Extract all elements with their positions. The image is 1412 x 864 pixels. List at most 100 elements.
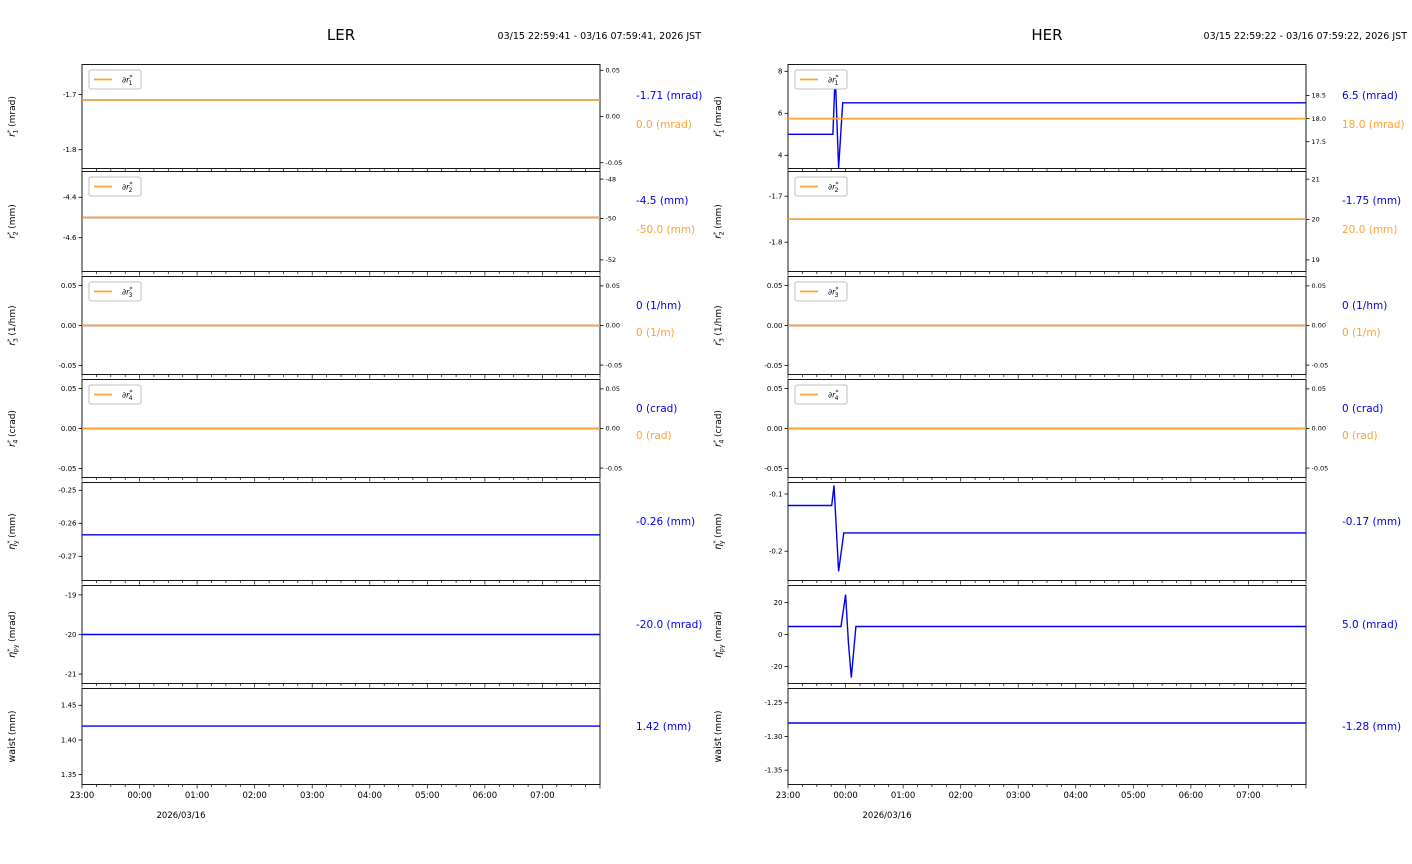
svg-text:-1.7: -1.7 [769, 193, 783, 201]
svg-text:05:00: 05:00 [1121, 791, 1146, 801]
svg-text:0.05: 0.05 [61, 385, 77, 393]
y-axis-label: r*3(1/hm) [712, 305, 726, 345]
plot-area [81, 64, 601, 169]
svg-text:17.5: 17.5 [1312, 138, 1326, 146]
svg-text:-0.05: -0.05 [58, 465, 76, 473]
y-axis-label: waist(mm) [713, 711, 724, 763]
svg-text:∂r*1: ∂r* 1 [122, 74, 133, 87]
legend: ∂r* 4 [794, 384, 848, 405]
svg-text:η*y(mm): η*y(mm) [712, 513, 726, 549]
svg-text:0.05: 0.05 [606, 67, 620, 75]
value-label: -1.75 (mm) [1342, 195, 1402, 208]
y-axis-label: r*2(mm) [6, 204, 20, 239]
legend: ∂r* 3 [88, 281, 142, 302]
value-label: 18.0 (mrad) [1342, 118, 1405, 131]
plot-area [787, 482, 1307, 581]
svg-text:0.00: 0.00 [61, 425, 77, 433]
x-axis-ticks [81, 478, 601, 482]
y-axis-label: η*y(mm) [712, 513, 726, 549]
svg-text:-1.8: -1.8 [769, 239, 783, 247]
svg-text:01:00: 01:00 [185, 791, 210, 801]
svg-text:07:00: 07:00 [530, 791, 555, 801]
svg-text:04:00: 04:00 [1064, 791, 1089, 801]
svg-text:4: 4 [778, 152, 783, 160]
y-axis-label: r*1(mrad) [712, 96, 726, 137]
legend: ∂r* 2 [88, 176, 142, 197]
svg-text:02:00: 02:00 [948, 791, 973, 801]
value-label: -50.0 (mm) [636, 223, 696, 236]
svg-text:r*3(1/hm): r*3(1/hm) [6, 305, 20, 345]
y-axis-label: r*2(mm) [712, 204, 726, 239]
x-axis-ticks [81, 169, 601, 173]
y-axis-ticks-left: -1.7 -1.8 [769, 193, 788, 247]
svg-text:8: 8 [778, 68, 782, 76]
panel-her-7: -1.25 -1.30 -1.35 waist(mm) 23:00 00:00 01:00 0… [713, 688, 1307, 821]
legend: ∂r* 3 [794, 281, 848, 302]
panel-ler-6: -19 -20 -21 η*py(mrad) [6, 585, 601, 688]
svg-text:0.05: 0.05 [61, 282, 77, 290]
svg-text:-0.05: -0.05 [1312, 464, 1329, 472]
y-axis-ticks-left: 20 0 -20 [771, 599, 788, 671]
value-label: 0 (rad) [636, 430, 672, 443]
svg-text:r*1(mrad): r*1(mrad) [712, 96, 726, 137]
y-axis-ticks-left: 1.45 1.40 1.35 [61, 702, 82, 779]
svg-text:18.0: 18.0 [1312, 115, 1326, 123]
y-axis-ticks-left: 0.05 0.00 -0.05 [764, 385, 788, 473]
y-axis-label: η*py(mrad) [712, 611, 726, 658]
svg-text:0.00: 0.00 [606, 113, 620, 121]
y-axis-label: r*4(crad) [712, 410, 726, 447]
legend: ∂r* 1 [794, 69, 848, 90]
y-axis-label: η*py(mrad) [6, 611, 20, 658]
y-axis-ticks-left: -1.25 -1.30 -1.35 [764, 699, 788, 775]
svg-text:∂r*4: ∂r* 4 [828, 389, 839, 402]
panel-her-6: 20 0 -20 η*py(mrad) [712, 585, 1307, 688]
svg-text:r*1(mrad): r*1(mrad) [6, 96, 20, 137]
svg-text:waist(mm): waist(mm) [7, 711, 18, 763]
svg-text:05:00: 05:00 [415, 791, 440, 801]
x-tick-labels: 23:00 00:00 01:00 02:00 03:00 04:00 05:00 06:00… [70, 791, 555, 801]
panel-her-5: -0.1 -0.2 η*y(mm) [712, 482, 1307, 585]
svg-text:1.40: 1.40 [61, 736, 77, 744]
y-axis-ticks-left: -1.7 -1.8 [63, 91, 82, 154]
y-axis-label: r*4(crad) [6, 410, 20, 447]
svg-text:r*4(crad): r*4(crad) [712, 410, 726, 447]
plot-area [787, 688, 1307, 785]
y-axis-ticks-right: 21 20 19 [1306, 175, 1320, 264]
svg-text:0: 0 [778, 631, 782, 639]
panel-her-3: 0.05 0.00 -0.05 0.05 0.00 -0.05 ∂r* 3 r*3(1/hm) [712, 276, 1329, 379]
value-label: 0 (crad) [1342, 402, 1384, 415]
svg-text:-0.27: -0.27 [58, 553, 76, 561]
y-axis-label: waist(mm) [7, 711, 18, 763]
panel-ler-5: -0.25 -0.26 -0.27 η*y(mm) [6, 482, 601, 585]
value-label: 0 (rad) [1342, 430, 1378, 443]
svg-text:∂r*2: ∂r* 2 [828, 181, 839, 194]
svg-text:0.05: 0.05 [606, 282, 620, 290]
svg-text:06:00: 06:00 [473, 791, 498, 801]
svg-text:19: 19 [1312, 256, 1320, 264]
value-label: 0 (1/hm) [636, 299, 682, 312]
svg-text:-4.6: -4.6 [63, 234, 77, 242]
value-label: 6.5 (mrad) [1342, 89, 1398, 102]
y-axis-ticks-left: -4.4 -4.6 [63, 194, 82, 242]
svg-text:∂r*4: ∂r* 4 [122, 389, 133, 402]
y-axis-ticks-left: -0.1 -0.2 [769, 490, 788, 556]
svg-text:-0.05: -0.05 [764, 465, 782, 473]
svg-text:20: 20 [774, 599, 783, 607]
x-axis-ticks [787, 478, 1307, 482]
svg-text:0.00: 0.00 [767, 322, 783, 330]
y-axis-ticks-left: 8 6 4 [778, 68, 788, 160]
svg-text:03:00: 03:00 [300, 791, 325, 801]
her-time-range: 03/15 22:59:22 - 03/16 07:59:22, 2026 JS… [1203, 31, 1407, 42]
y-axis-ticks-right: 0.05 0.00 -0.05 [1306, 385, 1328, 472]
svg-text:04:00: 04:00 [358, 791, 383, 801]
ler-title: LER [326, 26, 356, 44]
svg-text:-0.1: -0.1 [769, 490, 783, 498]
svg-text:r*2(mm): r*2(mm) [712, 204, 726, 239]
svg-text:-21: -21 [65, 671, 76, 679]
svg-text:00:00: 00:00 [127, 791, 152, 801]
svg-text:-0.05: -0.05 [1312, 361, 1329, 369]
svg-text:η*y(mm): η*y(mm) [6, 513, 20, 549]
plot-area [81, 171, 601, 272]
panel-ler-4: 0.05 0.00 -0.05 0.05 0.00 -0.05 ∂r* 4 r*4(crad) [6, 379, 622, 482]
y-axis-label: r*3(1/hm) [6, 305, 20, 345]
